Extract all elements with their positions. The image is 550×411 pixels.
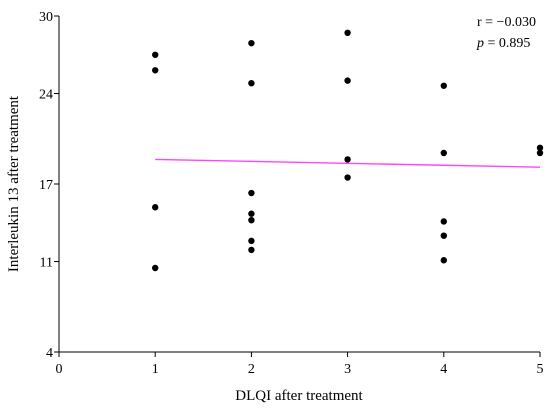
y-tick-label: 30 (39, 10, 53, 25)
data-point (248, 189, 255, 197)
data-point (440, 82, 447, 89)
y-tick-label: 4 (46, 346, 53, 361)
x-tick-label: 1 (152, 362, 159, 377)
x-tick-label: 0 (56, 362, 63, 377)
p-value-label: p = 0.895 (476, 36, 530, 51)
data-point (440, 232, 447, 239)
data-point (440, 149, 447, 157)
data-point (344, 156, 351, 163)
y-axis-title: Interleukin 13 after treatment (6, 95, 22, 272)
data-point (440, 257, 447, 264)
y-tick-label: 11 (40, 256, 53, 271)
data-point (536, 149, 544, 157)
data-point (440, 218, 447, 225)
y-axis-ticks: 4 11 17 24 30 (39, 10, 59, 361)
data-point (152, 51, 159, 58)
data-point (248, 246, 255, 254)
data-point (344, 174, 351, 181)
x-tick-label: 3 (344, 362, 351, 377)
data-point (344, 77, 351, 84)
x-tick-label: 2 (248, 362, 255, 377)
data-point (248, 216, 255, 224)
data-point (248, 39, 255, 47)
x-axis-ticks: 0 1 2 3 4 5 (56, 352, 544, 377)
p-value: = 0.895 (484, 36, 530, 51)
data-point (248, 80, 255, 87)
x-tick-label: 4 (440, 362, 447, 377)
plot-area (58, 16, 541, 353)
data-point (344, 29, 351, 36)
y-tick-label: 17 (39, 178, 53, 193)
y-tick-label: 24 (39, 88, 53, 103)
x-axis-title: DLQI after treatment (235, 388, 363, 404)
points-layer (152, 29, 544, 272)
correlation-r-label: r = −0.030 (477, 15, 536, 30)
data-point (536, 144, 544, 152)
x-tick-label: 5 (537, 362, 544, 377)
data-point (152, 204, 159, 211)
p-symbol: p (476, 36, 484, 51)
data-point (152, 264, 159, 272)
data-point (248, 237, 255, 245)
data-point (152, 67, 159, 74)
trendline (155, 158, 541, 168)
data-point (248, 210, 255, 217)
